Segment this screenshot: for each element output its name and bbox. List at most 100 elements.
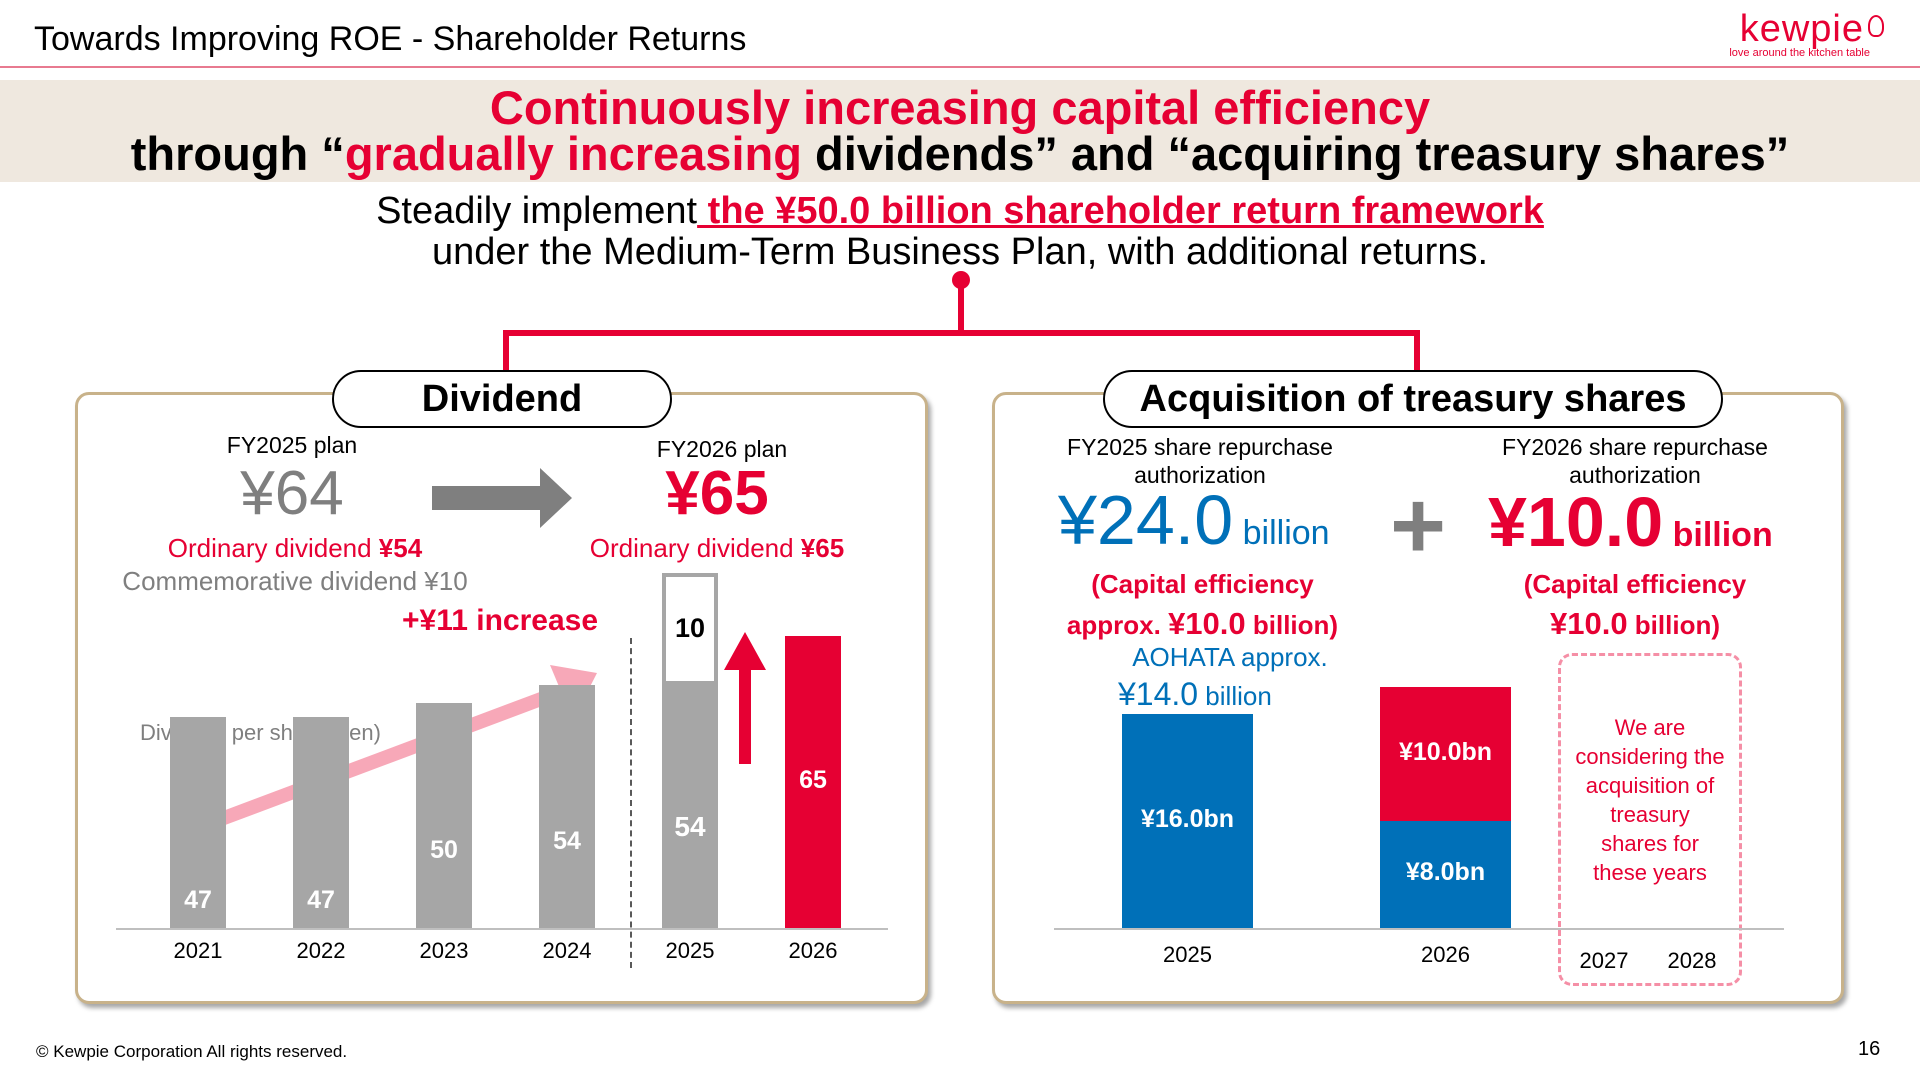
slide-title: Towards Improving ROE - Shareholder Retu… [34,20,747,58]
treasury-year-label: 2026 [1421,942,1470,967]
fy2025-repurchase-label-l2: authorization [1134,462,1266,488]
fy2025-repurchase-unit: billion [1233,514,1330,552]
future-years-box [1558,653,1742,986]
dividend-bar-label: 54 [674,810,706,842]
commemorative-bar-2025: 10 [662,572,718,685]
fy2026-ce-num: ¥10.0 [1550,606,1628,641]
fy2026-repurchase-label: FY2026 share repurchase authorization [1475,433,1795,489]
aohata-amount-unit: billion [1198,681,1272,711]
headline-line1: Continuously increasing capital efficien… [489,81,1431,134]
header-divider [0,66,1920,68]
dividend-bar-label: 47 [307,886,335,914]
fy2026-repurchase-unit: billion [1663,516,1773,554]
fy2026-ce-line2: ¥10.0 billion) [1480,604,1790,645]
dividend-year-label: 2021 [173,938,223,963]
treasury-bar-2026-segment: ¥10.0bn [1380,686,1511,821]
treasury-bar-label: ¥10.0bn [1398,737,1493,766]
treasury-bar-2026-segment: ¥8.0bn [1380,820,1511,928]
aohata-amount: ¥14.0 billion [1118,676,1272,713]
headline-banner: Continuously increasing capital efficien… [0,80,1920,182]
framework-pre: Steadily implement [376,190,698,232]
fy2025-repurchase-amount: ¥24.0 billion [1058,480,1418,560]
fy2026-repurchase-amount: ¥10.0 billion [1488,482,1848,562]
dividend-year-label: 2025 [665,938,715,963]
dividend-bar-label: 65 [799,765,827,794]
fy2026-ce-line1: (Capital efficiency [1523,569,1747,599]
treasury-year-label: 2025 [1163,942,1212,967]
future-note-line: treasury [1610,802,1690,827]
fy2026-ordinary-value: ¥65 [800,533,845,563]
fy2025-capital-efficiency: (Capital efficiency approx. ¥10.0 billio… [1030,564,1375,645]
treasury-chart-axis [1054,928,1784,930]
framework-highlight: the ¥50.0 billion shareholder return fra… [697,190,1544,232]
dividend-year-label: 2022 [296,938,346,963]
dividend-bar-2024: 54 [539,685,595,928]
aohata-amount-num: ¥14.0 [1118,676,1199,712]
treasury-bar-label: ¥16.0bn [1140,804,1235,833]
plus-sign: + [1389,472,1447,579]
connector-left-drop [503,330,509,372]
fy2025-ordinary-dividend: Ordinary dividend ¥54 [130,533,460,564]
treasury-bar-label: ¥8.0bn [1405,858,1486,887]
dividend-bar-2023: 50 [416,703,472,928]
fy2025-commemorative-dividend: Commemorative dividend ¥10 [122,566,468,596]
fy2025-ce-pre: approx. [1066,610,1169,640]
future-year-label: 2027 [1579,948,1629,973]
fy2025-ce-line2: approx. ¥10.0 billion) [1030,604,1375,645]
aohata-note: AOHATA approx. [1132,642,1328,672]
fy2025-ce-post: billion) [1245,610,1339,640]
fy2026-ordinary-dividend: Ordinary dividend ¥65 [567,533,867,564]
commemorative-bar-label: 10 [674,612,706,643]
headline-line2-post: dividends” and “acquiring treasury share… [801,127,1790,180]
logo-tagline: love around the kitchen table [1729,47,1870,59]
treasury-heading: Acquisition of treasury shares [1103,370,1723,428]
framework-line1: Steadily implement the ¥50.0 billion sha… [0,190,1920,233]
connector-horizontal [503,330,1420,336]
increase-label: +¥11 increase [402,604,599,637]
treasury-bar-2025-segment: ¥16.0bn [1122,713,1253,928]
fy2025-ce-num: ¥10.0 [1168,606,1246,641]
dividend-heading: Dividend [332,370,672,428]
kewpie-face-icon [1868,15,1884,37]
logo-word: kewpie [1739,8,1864,50]
copyright: © Kewpie Corporation All rights reserved… [36,1042,348,1061]
fy2025-plan-label: FY2025 plan [226,432,358,458]
future-note-line: considering the [1575,744,1725,769]
fy2025-repurchase-label: FY2025 share repurchase authorization [1040,433,1360,489]
framework-line2: under the Medium-Term Business Plan, wit… [431,231,1489,273]
dividend-bar-2026: 65 [785,635,841,928]
dividend-bar-label: 54 [553,826,581,855]
treasury-bar-chart: ¥16.0bn 2025 ¥8.0bn ¥10.0bn 2026 2027 2028 [1054,670,1784,990]
headline-line2-highlight: gradually increasing [344,127,802,180]
fy2025-repurchase-value: ¥24.0 [1058,481,1234,559]
future-note-line: these years [1593,860,1707,885]
dividend-chart-axis [116,928,888,930]
page-number: 16 [1858,1038,1881,1060]
connector-vertical-top [958,280,964,335]
dividend-bar-label: 47 [184,886,212,914]
future-note-line: shares for [1601,831,1699,856]
fy2025-repurchase-label-l1: FY2025 share repurchase [1067,434,1333,460]
dividend-bar-2022: 47 [293,716,349,928]
headline-line2: through “gradually increasing dividends”… [0,126,1920,181]
future-consideration-note: We are considering the acquisition of treas… [1560,713,1740,887]
future-year-label: 2028 [1667,948,1717,973]
dividend-bar-2021: 47 [170,716,226,928]
fy2025-ordinary-label: Ordinary dividend [167,533,379,563]
dividend-year-label: 2026 [788,938,838,963]
fy2025-dividend-value: ¥64 [240,459,344,528]
fy2026-dividend-value: ¥65 [665,459,769,528]
fy2026-capital-efficiency: (Capital efficiency ¥10.0 billion) [1480,564,1790,645]
dividend-year-label: 2023 [419,938,469,963]
dividend-bar-chart: 47 2021 47 2022 50 2023 54 2024 54 10 2025 65 2026 [116,572,888,980]
dividend-bar-label: 50 [430,835,458,864]
fy2026-repurchase-label-l2: authorization [1569,462,1701,488]
headline-line2-pre: through “ [130,127,345,180]
dividend-bar-2025: 54 [662,685,718,928]
fy2026-ce-post: billion) [1627,610,1720,640]
connector-right-drop [1414,330,1420,372]
fy2026-plan-label: FY2026 plan [656,436,788,462]
kewpie-logo: kewpie love around the kitchen table [1729,8,1884,59]
fy2025-ordinary-value: ¥54 [378,533,423,563]
up-arrow-icon [724,632,766,764]
